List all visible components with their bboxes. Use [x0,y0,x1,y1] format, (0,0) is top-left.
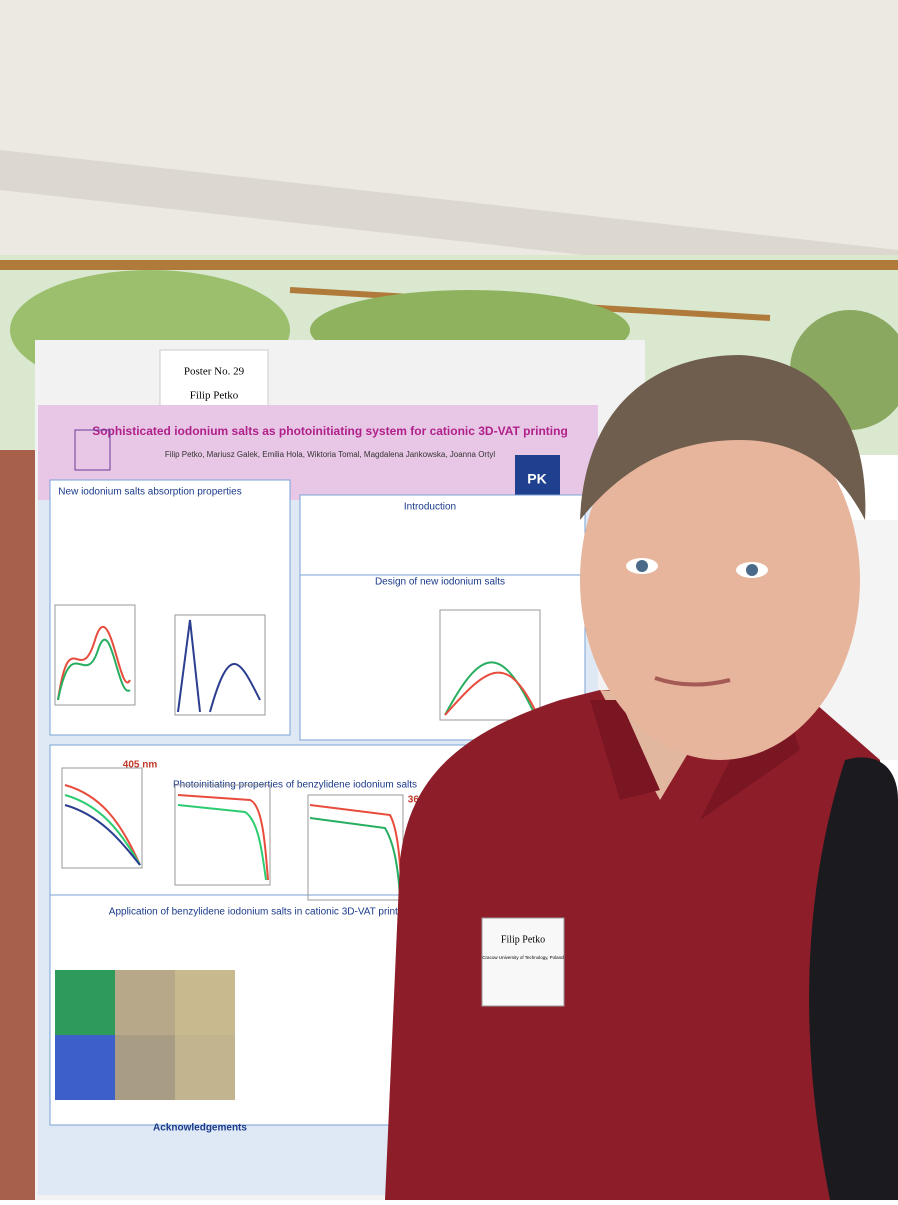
wall [0,450,40,1200]
collar [590,690,800,820]
wavelength-label: 405 nm [123,760,158,771]
section-title: Acknowledgements [153,1123,247,1134]
name-badge [481,917,565,1007]
logo-text: PK [527,471,546,487]
presenter-name: Filip Petko [190,390,239,402]
section-title: Photoinitiating properties of benzyliden… [173,780,417,791]
poster-title: Sophisticated iodonium salts as photoini… [92,424,568,438]
poster-icon [74,429,111,471]
shirt [385,690,898,1200]
badge-affiliation: Cracow University of Technology, Poland [482,955,564,960]
section-title: Design of new iodonium salts [375,577,505,588]
badge-name: Filip Petko [501,934,545,945]
poster-authors: Filip Petko, Mariusz Galek, Emilia Hola,… [165,450,495,459]
section-title: Application of benzylidene iodonium salt… [109,907,411,918]
mouth [654,676,731,687]
panel [49,479,291,736]
window-frame [0,260,898,270]
section-title: Introduction [404,502,456,513]
poster-number-card [159,349,269,413]
section-title: New iodonium salts absorption properties [58,487,241,498]
eye [636,560,648,572]
hair [580,355,866,520]
eye [746,564,758,576]
poster-number: Poster No. 29 [184,366,245,378]
face [580,400,860,760]
print-photos [55,970,235,1100]
university-logo [515,455,560,495]
backpack-strap [809,757,898,1200]
